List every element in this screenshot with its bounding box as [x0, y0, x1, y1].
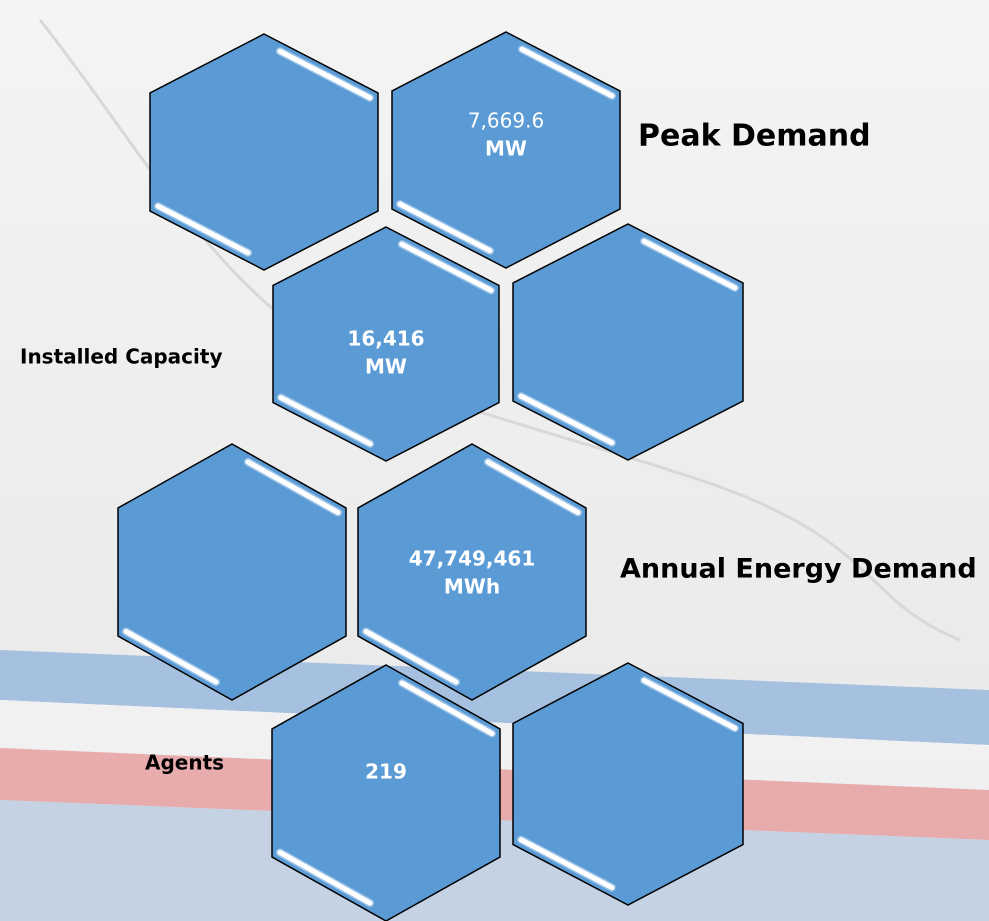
value: 16,416	[347, 327, 424, 351]
hexagon	[357, 443, 587, 701]
highlight	[277, 48, 373, 101]
highlight	[155, 203, 251, 256]
highlight	[485, 459, 581, 516]
label: Installed Capacity	[20, 345, 223, 369]
label: Annual Energy Demand	[620, 554, 977, 585]
highlight	[363, 628, 459, 685]
highlight	[397, 201, 493, 254]
label: Peak Demand	[638, 119, 871, 154]
hexagon	[117, 443, 347, 701]
highlight	[245, 459, 341, 516]
highlight	[518, 837, 615, 891]
value: 219	[365, 760, 407, 784]
label: Agents	[145, 751, 224, 775]
value: 7,669.6	[468, 109, 544, 133]
hexagon	[272, 226, 500, 462]
highlight	[641, 677, 738, 731]
value: 47,749,461	[409, 547, 536, 571]
unit: MWh	[444, 575, 500, 599]
highlight	[518, 393, 615, 446]
highlight	[399, 241, 494, 293]
unit: MW	[365, 355, 407, 379]
hexagon	[149, 33, 379, 271]
highlight	[277, 849, 373, 906]
hexagon	[391, 31, 621, 269]
hexagon	[512, 662, 744, 906]
highlight	[519, 46, 615, 99]
highlight	[641, 238, 738, 291]
highlight	[399, 680, 495, 737]
highlight	[123, 628, 219, 685]
hexagons	[117, 31, 744, 921]
hexagon	[512, 223, 744, 461]
unit: MW	[485, 137, 527, 161]
highlight	[278, 395, 373, 447]
hexagon	[271, 664, 501, 921]
